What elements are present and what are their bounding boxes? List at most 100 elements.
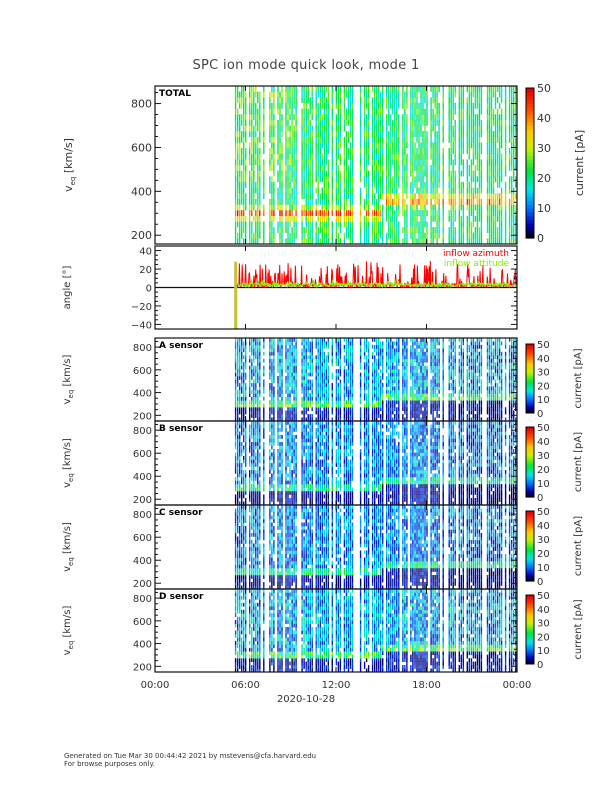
spectrogram-cell: [337, 170, 340, 177]
spectrogram-cell: [301, 176, 303, 183]
spectrogram-cell: [271, 204, 273, 211]
spectrogram-cell: [311, 389, 313, 394]
spectrogram-cell: [442, 215, 444, 222]
spectrogram-cell: [394, 165, 396, 171]
spectrogram-cell: [343, 165, 346, 171]
spectrogram-cell: [468, 238, 470, 245]
spectrogram-cell: [432, 97, 434, 104]
spectrogram-cell: [339, 142, 342, 149]
spectrogram-cell: [513, 165, 515, 171]
spectrogram-cell: [259, 119, 261, 126]
spectrogram-cell: [416, 369, 418, 373]
spectrogram-cell: [253, 403, 255, 408]
spectrogram-cell: [418, 389, 420, 394]
spectrogram-cell: [291, 407, 293, 411]
spectrogram-cell: [273, 410, 275, 415]
y-axis-label-v: v: [62, 185, 75, 192]
spectrogram-cell: [432, 153, 434, 160]
spectrogram-cell: [382, 193, 384, 200]
spectrogram-cell: [382, 210, 384, 216]
spectrogram-cell: [367, 348, 370, 353]
spectrogram-cell: [301, 372, 303, 377]
spectrogram-cell: [303, 369, 305, 373]
spectrogram-cell: [396, 159, 398, 166]
spectrogram-cell: [515, 238, 517, 245]
spectrogram-cell: [277, 417, 279, 422]
spectrogram-cell: [422, 153, 424, 160]
spectrogram-cell: [234, 383, 237, 387]
spectrogram-cell: [337, 148, 340, 154]
spectrogram-cell: [424, 215, 426, 222]
spectrogram-cell: [339, 159, 342, 166]
spectrogram-cell: [422, 410, 424, 415]
spectrogram-cell: [392, 125, 394, 132]
spectrogram-cell: [410, 114, 412, 121]
spectrogram-cell: [259, 407, 261, 411]
spectrogram-cell: [301, 125, 303, 132]
spectrogram-cell: [273, 193, 275, 200]
spectrogram-cell: [412, 198, 414, 205]
spectrogram-cell: [365, 165, 368, 171]
spectrogram-cell: [271, 407, 273, 411]
colorbar-segment: [526, 159, 534, 164]
spectrogram-cell: [339, 338, 342, 342]
spectrogram-cell: [257, 376, 259, 380]
spectrogram-cell: [402, 379, 404, 384]
spectrogram-cell: [363, 232, 366, 239]
spectrogram-cell: [394, 148, 396, 154]
spectrogram-cell: [259, 403, 261, 408]
spectrogram-cell: [291, 410, 293, 415]
spectrogram-cell: [394, 86, 396, 92]
spectrogram-cell: [412, 379, 414, 384]
spectrogram-cell: [414, 232, 416, 239]
spectrogram-cell: [253, 193, 255, 200]
spectrogram-cell: [367, 221, 370, 228]
spectrogram-cell: [414, 131, 416, 137]
spectrogram-cell: [436, 407, 438, 411]
spectrogram-cell: [311, 176, 313, 183]
spectrogram-cell: [301, 97, 303, 104]
spectrogram-cell: [480, 97, 483, 104]
spectrogram-cell: [458, 358, 460, 363]
spectrogram-cell: [418, 159, 420, 166]
spectrogram-cell: [430, 215, 432, 222]
spectrogram-cell: [271, 232, 273, 239]
spectrogram-cell: [420, 355, 422, 360]
spectrogram-cell: [392, 86, 394, 92]
spectrogram-cell: [466, 393, 468, 398]
spectrogram-cell: [271, 136, 273, 143]
spectrogram-cell: [255, 407, 257, 411]
spectrogram-cell: [243, 153, 245, 160]
spectrogram-cell: [402, 148, 404, 154]
spectrogram-cell: [237, 136, 239, 143]
spectrogram-cell: [263, 114, 265, 121]
spectrogram-cell: [438, 210, 440, 216]
spectrogram-cell: [277, 362, 279, 366]
spectrogram-cell: [402, 198, 404, 205]
spectrogram-cell: [293, 193, 295, 200]
spectrogram-cell: [365, 198, 368, 205]
spectrogram-cell: [269, 131, 271, 137]
spectrogram-cell: [388, 403, 390, 408]
spectrogram-cell: [281, 215, 283, 222]
spectrogram-cell: [486, 215, 489, 222]
spectrogram-cell: [291, 119, 293, 126]
spectrogram-cell: [460, 383, 462, 387]
spectrogram-cell: [436, 91, 438, 98]
spectrogram-cell: [335, 198, 338, 205]
spectrogram-cell: [458, 393, 460, 398]
spectrogram-cell: [257, 91, 259, 98]
spectrogram-cell: [285, 119, 287, 126]
spectrogram-cell: [376, 369, 378, 373]
spectrogram-cell: [293, 215, 295, 222]
spectrogram-cell: [327, 414, 329, 418]
spectrogram-cell: [508, 91, 511, 98]
spectrogram-cell: [452, 165, 454, 171]
spectrogram-cell: [253, 338, 255, 342]
spectrogram-cell: [359, 372, 362, 377]
spectrogram-cell: [351, 410, 354, 415]
spectrogram-cell: [476, 102, 479, 109]
spectrogram-cell: [414, 238, 416, 245]
spectrogram-cell: [472, 131, 475, 137]
spectrogram-cell: [426, 142, 428, 149]
